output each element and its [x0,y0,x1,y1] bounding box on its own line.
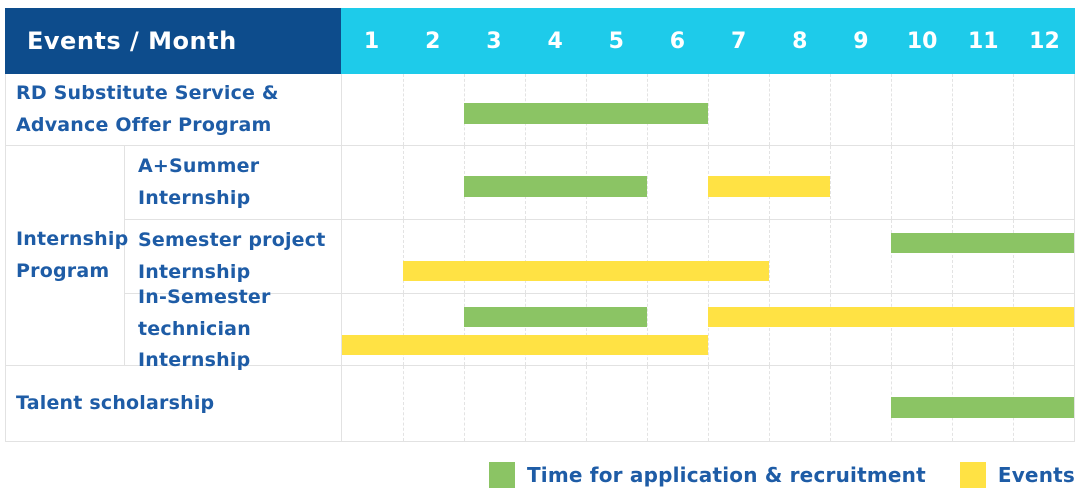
row-talent-scholarship: Talent scholarship [6,365,1074,441]
month-gridline [403,294,404,365]
gantt-bar-application [891,396,1074,418]
month-gridline [769,74,770,145]
legend-item: Time for application & recruitment [488,462,926,488]
month-gridline [708,74,709,145]
month-header-7: 7 [730,28,747,54]
month-gridline [1013,146,1014,219]
month-gridline [403,366,404,441]
month-gridline [952,220,953,293]
row-a-plus-summer-internship: A+Summer Internship [125,146,1074,219]
month-header-11: 11 [967,28,999,54]
month-header-9: 9 [853,28,869,54]
month-gridline [647,146,648,219]
month-gridline [647,294,648,365]
label-a-plus-summer-internship: A+Summer Internship [125,146,342,219]
month-gridline [525,220,526,293]
gantt-bar-application [464,102,708,124]
label-in-semester-technician-internship: In-Semester technician Internship [125,286,342,371]
month-gridline [464,366,465,441]
events-month-header-cell: Events / Month [5,8,341,74]
month-gridline [952,294,953,365]
gantt-bar-events [403,261,769,281]
month-gridline [830,294,831,365]
month-header-8: 8 [792,28,808,54]
legend: Time for application & recruitment Events [488,462,1075,488]
month-gridline [525,294,526,365]
month-gridline [1013,74,1014,145]
gantt-bar-application [464,307,647,327]
chart-cell-a-plus-summer-internship [342,146,1074,219]
month-header-5: 5 [608,28,624,54]
month-gridline [708,220,709,293]
row-semester-project-internship: Semester project Internship [125,219,1074,293]
month-header-1: 1 [363,28,380,54]
gantt-bar-events [708,175,830,197]
table-header-row: Events / Month 1 2 3 4 5 6 7 8 9 10 11 12 [5,8,1075,74]
chart-cell-semester-project-internship [342,220,1074,293]
month-gridline [891,74,892,145]
label-internship-program-group: Internship Program [6,146,128,365]
month-gridline [952,74,953,145]
chart-cell-in-semester-technician-internship [342,294,1074,365]
month-gridline [708,294,709,365]
label-rd-substitute-service: RD Substitute Service & Advance Offer Pr… [6,74,342,145]
label-talent-scholarship: Talent scholarship [6,366,342,441]
month-gridline [830,366,831,441]
month-header-10: 10 [906,28,938,54]
month-gridline [647,366,648,441]
month-gridline [586,366,587,441]
month-gridline [647,220,648,293]
month-gridline [1013,220,1014,293]
month-gridline [464,220,465,293]
month-gridline [586,220,587,293]
gantt-bar-events [708,307,1074,327]
row-rd-substitute-service: RD Substitute Service & Advance Offer Pr… [6,74,1074,145]
month-header-2: 2 [425,28,441,54]
month-header-3: 3 [486,28,502,54]
month-gridline [1013,294,1014,365]
month-gridline [769,366,770,441]
month-header-6: 6 [669,28,686,54]
label-semester-project-internship: Semester project Internship [125,220,342,293]
month-gridline [769,220,770,293]
month-gridline [952,146,953,219]
row-in-semester-technician-internship: In-Semester technician Internship [125,286,1074,371]
legend-item: Events [959,462,1075,488]
month-header-4: 4 [547,28,563,54]
month-gridline [830,146,831,219]
legend-label: Time for application & recruitment [526,463,926,487]
chart-cell-rd-substitute-service [342,74,1074,145]
month-gridline [464,294,465,365]
month-header-12: 12 [1029,28,1060,54]
month-gridline [769,294,770,365]
internship-program-rows: A+Summer Internship Semester project Int… [125,146,1074,371]
month-gridline [891,220,892,293]
month-gridline [586,294,587,365]
month-gridline [403,146,404,219]
table-body: RD Substitute Service & Advance Offer Pr… [5,74,1075,442]
month-gridline [891,146,892,219]
events-month-table: Events / Month 1 2 3 4 5 6 7 8 9 10 11 12 RD Substi… [5,8,1075,442]
legend-swatch-icon [488,462,515,488]
gantt-bar-application [891,233,1074,253]
month-gridline [830,220,831,293]
group-internship-program: Internship Program A+Summer Internship S… [6,145,1074,371]
legend-label: Events [997,463,1075,487]
month-gridline [891,294,892,365]
gantt-bar-application [464,175,647,197]
month-gridline [525,366,526,441]
month-gridline [830,74,831,145]
legend-swatch-icon [959,462,986,488]
month-header-row: 1 2 3 4 5 6 7 8 9 10 11 12 [341,8,1075,74]
gantt-bar-events [342,335,708,355]
month-gridline [708,366,709,441]
month-gridline [403,74,404,145]
chart-cell-talent-scholarship [342,366,1074,441]
month-gridline [403,220,404,293]
